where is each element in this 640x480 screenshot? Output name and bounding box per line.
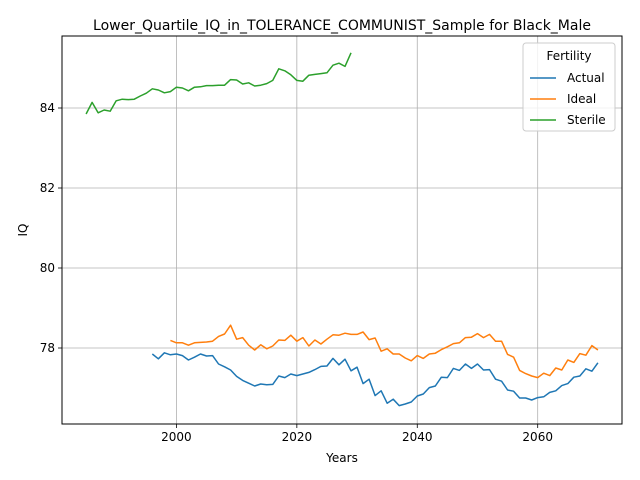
y-tick-label: 80 <box>40 261 55 275</box>
legend-label-ideal: Ideal <box>567 92 596 106</box>
x-tick-label: 2060 <box>522 430 553 444</box>
x-tick-label: 2000 <box>161 430 192 444</box>
series-layer <box>85 52 599 407</box>
legend-items: Actual Ideal Sterile <box>530 71 606 127</box>
y-tick-label: 82 <box>40 181 55 195</box>
x-axis-label: Years <box>325 451 358 465</box>
y-tick-label: 84 <box>40 101 55 115</box>
chart-title: Lower_Quartile_IQ_in_TOLERANCE_COMMUNIST… <box>93 18 591 34</box>
legend-label-actual: Actual <box>567 71 605 85</box>
legend-label-sterile: Sterile <box>567 113 606 127</box>
series-line-sterile <box>85 52 352 115</box>
legend-box <box>522 42 616 132</box>
x-axis-ticks: 2000 2020 2040 2060 <box>161 424 553 444</box>
x-tick-label: 2040 <box>402 430 433 444</box>
series-line-ideal <box>170 324 599 379</box>
y-tick-label: 78 <box>40 341 55 355</box>
legend: Fertility Actual Ideal Sterile <box>522 42 616 132</box>
x-tick-label: 2020 <box>282 430 313 444</box>
y-axis-ticks: 78 80 82 84 <box>40 101 62 355</box>
y-axis-label: IQ <box>16 224 30 237</box>
series-line-actual <box>151 352 599 407</box>
plot-frame <box>61 35 623 425</box>
legend-title: Fertility <box>546 49 591 63</box>
